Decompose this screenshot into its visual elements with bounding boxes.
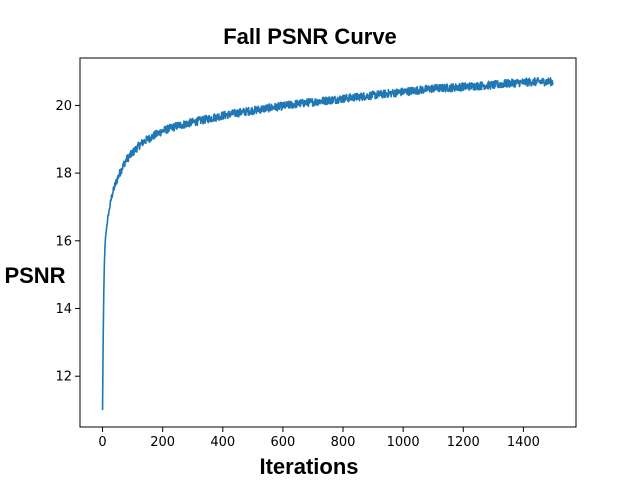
chart-title: Fall PSNR Curve bbox=[223, 24, 397, 49]
psnr-series-line bbox=[101, 76, 555, 411]
series-group bbox=[101, 76, 555, 411]
x-tick-label: 1400 bbox=[507, 435, 540, 450]
x-tick-label: 1200 bbox=[447, 435, 480, 450]
x-tick-label: 200 bbox=[150, 435, 175, 450]
x-tick-label: 400 bbox=[210, 435, 235, 450]
y-tick-label: 14 bbox=[55, 302, 72, 317]
x-tick-label: 800 bbox=[331, 435, 356, 450]
y-tick-label: 12 bbox=[55, 370, 72, 385]
y-tick-label: 18 bbox=[55, 167, 72, 182]
x-tick-label: 0 bbox=[98, 435, 106, 450]
x-tick-label: 600 bbox=[270, 435, 295, 450]
y-axis: 12 14 16 18 20 bbox=[55, 99, 80, 385]
y-axis-label: PSNR bbox=[4, 263, 65, 288]
x-tick-label: 1000 bbox=[387, 435, 420, 450]
x-axis-label: Iterations bbox=[259, 454, 358, 479]
y-tick-label: 16 bbox=[55, 234, 72, 249]
y-tick-label: 20 bbox=[55, 99, 72, 114]
x-axis: 0 200 400 600 800 1000 1200 1400 bbox=[98, 427, 540, 450]
plot-area-frame bbox=[79, 57, 577, 428]
